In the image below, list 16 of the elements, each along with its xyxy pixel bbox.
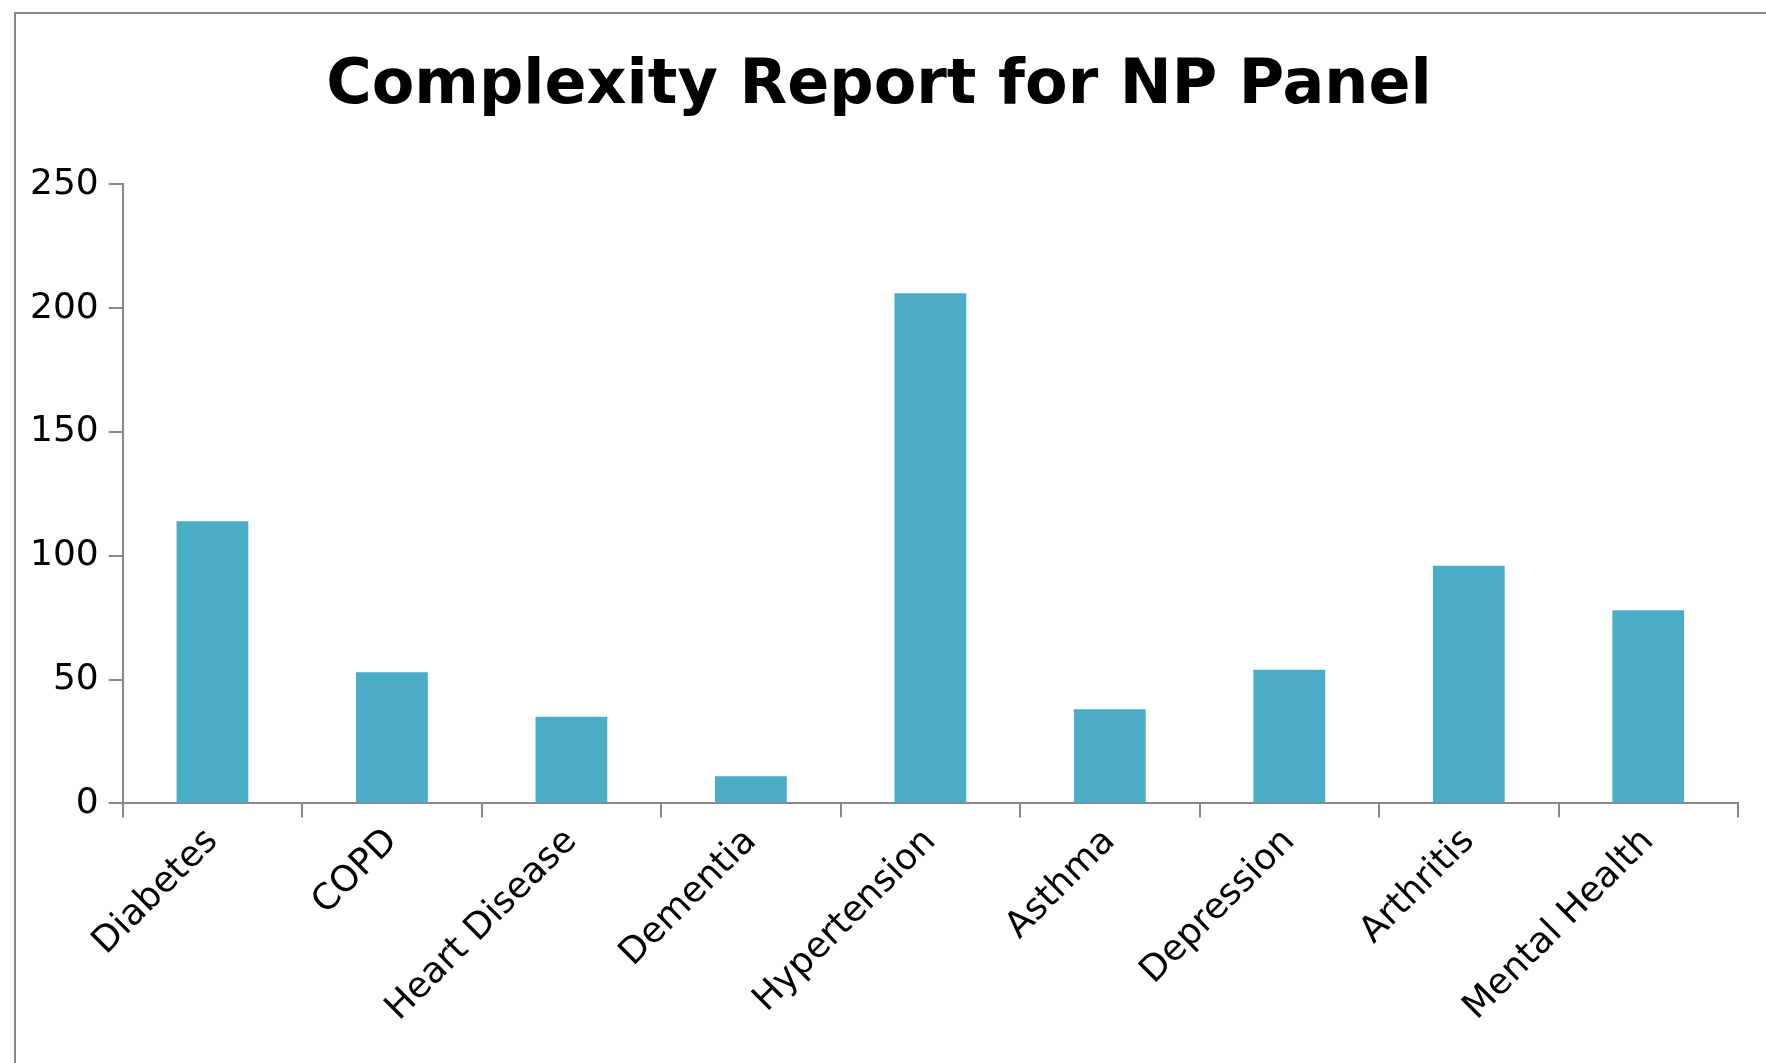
bar xyxy=(894,293,967,803)
bar xyxy=(714,776,787,803)
bar xyxy=(535,716,608,803)
y-tick-label: 150 xyxy=(29,408,99,450)
bar xyxy=(1432,565,1505,803)
y-tick-label: 0 xyxy=(75,779,99,821)
y-tick-label: 100 xyxy=(29,532,99,574)
bar xyxy=(1612,610,1685,803)
bar xyxy=(1073,709,1146,803)
bar xyxy=(176,521,249,803)
y-tick-label: 200 xyxy=(29,284,99,326)
y-tick-label: 250 xyxy=(29,160,99,202)
y-tick-label: 50 xyxy=(52,655,99,697)
bar xyxy=(356,672,428,803)
chart-title: Complexity Report for NP Panel xyxy=(326,45,1432,119)
bar xyxy=(1253,669,1326,803)
